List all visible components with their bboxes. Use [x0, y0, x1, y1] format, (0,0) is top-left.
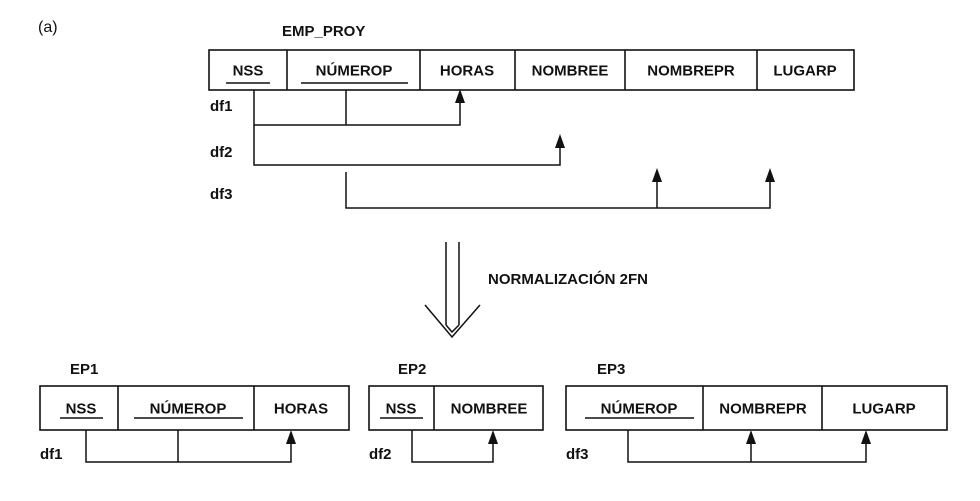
ep1-box — [39, 385, 350, 431]
ep3-box — [565, 385, 948, 431]
ep2-box — [368, 385, 544, 431]
relation-name-ep1: EP1 — [70, 361, 99, 378]
transition-label: NORMALIZACIÓN 2FN — [488, 271, 648, 288]
attr-numerop: NÚMEROP — [315, 62, 393, 80]
ep2-attr-nss: NSS — [385, 400, 417, 418]
normalization-arrow — [424, 242, 481, 339]
ep3-attr-numerop: NÚMEROP — [600, 400, 678, 418]
ep1-dependency-label: df1 — [40, 446, 63, 463]
df2-arrow — [253, 125, 565, 166]
relation-name-ep3: EP3 — [597, 361, 626, 378]
ep2-attr-nombree: NOMBREE — [450, 400, 528, 418]
ep1-attr-nss: NSS — [65, 400, 97, 418]
ep1-attr-numerop: NÚMEROP — [149, 400, 227, 418]
ep2-dependency-label: df2 — [369, 446, 392, 463]
ep3-attr-nombrepr: NOMBREPR — [719, 400, 807, 418]
ep3-df3-arrow — [627, 430, 871, 463]
attr-nombrepr: NOMBREPR — [647, 62, 735, 80]
ep2-df2-arrow — [411, 430, 498, 463]
attr-nss: NSS — [232, 62, 264, 80]
emp-proy-box — [208, 49, 855, 91]
attr-horas: HORAS — [439, 62, 495, 80]
dependency-label-df3: df3 — [210, 186, 233, 203]
df3-arrow — [345, 168, 775, 209]
ep1-df1-arrow — [85, 430, 296, 463]
relation-name-ep2: EP2 — [398, 361, 427, 378]
ep3-attr-lugarp: LUGARP — [852, 400, 916, 418]
attr-lugarp: LUGARP — [773, 62, 837, 80]
df1-arrow — [253, 89, 465, 126]
dependency-label-df2: df2 — [210, 144, 233, 161]
ep3-dependency-label: df3 — [566, 446, 589, 463]
attr-nombree: NOMBREE — [531, 62, 609, 80]
relation-name-emp-proy: EMP_PROY — [282, 23, 366, 40]
panel-label: (a) — [38, 19, 58, 36]
dependency-label-df1: df1 — [210, 98, 233, 115]
ep1-attr-horas: HORAS — [273, 400, 329, 418]
